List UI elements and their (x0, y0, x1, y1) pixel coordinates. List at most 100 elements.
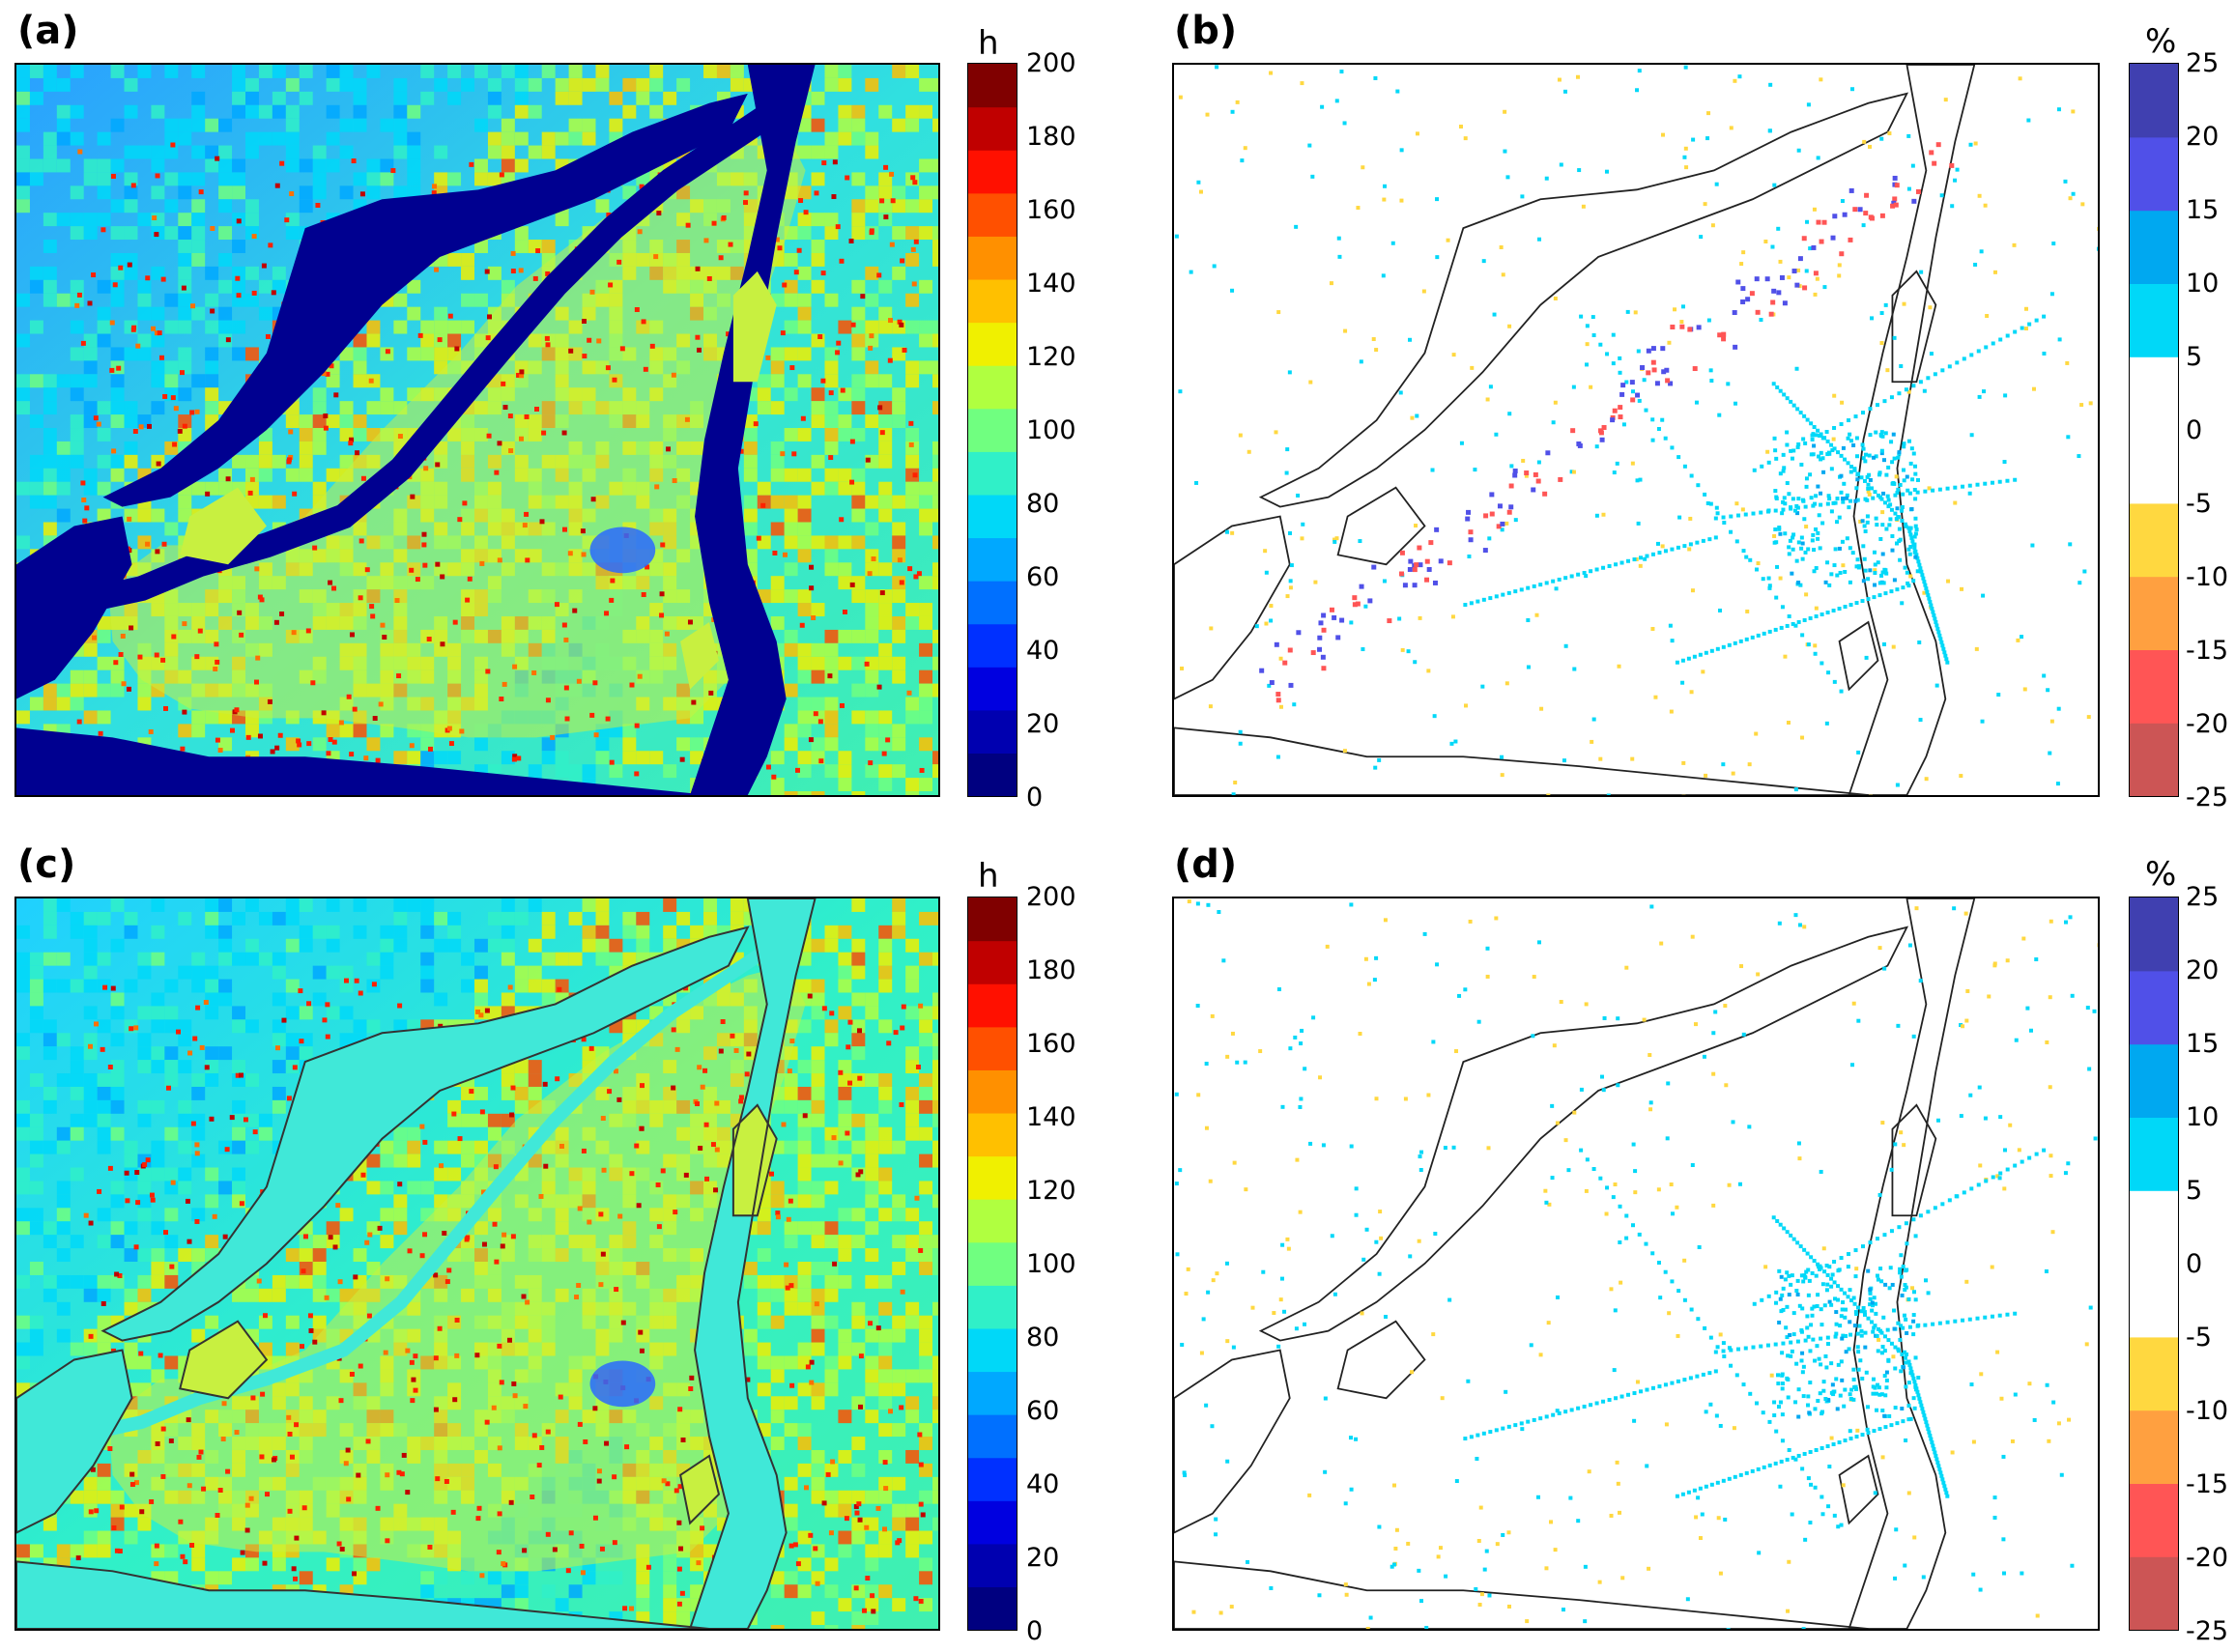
colorbar-c-tick-label: 20 (1026, 1543, 1060, 1573)
colorbar-c-band (968, 897, 1017, 942)
colorbar-b-tick-label: 20 (2186, 122, 2220, 152)
colorbar-c-band (968, 1414, 1017, 1459)
map-a-island (107, 131, 806, 738)
map-a-mountain (589, 527, 656, 574)
colorbar-c-bands (968, 897, 1017, 1630)
colorbar-a-band (968, 192, 1017, 237)
colorbar-d-band (2130, 1556, 2178, 1630)
colorbar-b-band (2130, 210, 2178, 284)
colorbar-a-tick-label: 60 (1026, 562, 1060, 592)
colorbar-b-band (2130, 576, 2178, 650)
colorbar-a-tick-label: 40 (1026, 636, 1060, 666)
colorbar-d-tick-label: -10 (2186, 1396, 2229, 1426)
colorbar-a-tick-label: 160 (1026, 195, 1076, 225)
colorbar-a-tick-label: 180 (1026, 122, 1076, 152)
colorbar-c-band (968, 1069, 1017, 1114)
colorbar-c-tick-label: 200 (1026, 882, 1076, 912)
map-a-water (16, 65, 816, 795)
colorbar-b-tick-label: 10 (2186, 269, 2220, 299)
colorbar-a-tick-label: 120 (1026, 342, 1076, 372)
colorbar-d-band (2130, 1483, 2178, 1557)
colorbar-d-band (2130, 1264, 2178, 1338)
colorbar-c-band (968, 1112, 1017, 1157)
map-c-shoreline (16, 898, 817, 1629)
colorbar-d-band (2130, 897, 2178, 972)
map-b-difference-pixels (1174, 65, 2098, 795)
colorbar-b-band (2130, 356, 2178, 431)
map-b (1172, 63, 2100, 797)
colorbar-a-band (968, 278, 1017, 324)
colorbar-a-band (968, 753, 1017, 796)
colorbar-d-tick-label: 15 (2186, 1029, 2220, 1059)
colorbar-c-tick-label: 160 (1026, 1029, 1076, 1059)
colorbar-b-tick-label: -15 (2186, 636, 2229, 666)
map-d-canvas (1174, 898, 2098, 1629)
colorbar-b-tick-label: 5 (2186, 342, 2203, 372)
colorbar-c-band (968, 1327, 1017, 1373)
colorbar-d-tick-label: 10 (2186, 1102, 2220, 1132)
colorbar-c-tick-label: 120 (1026, 1176, 1076, 1206)
colorbar-d-tick-label: 5 (2186, 1176, 2203, 1206)
colorbar-c-band (968, 1026, 1017, 1070)
panel-label-a: (a) (17, 9, 79, 53)
colorbar-a-tick-label: 200 (1026, 48, 1076, 78)
colorbar-d-band (2130, 1043, 2178, 1118)
colorbar-c-tick-label: 40 (1026, 1469, 1060, 1499)
colorbar-a (967, 63, 1017, 797)
map-c (14, 897, 940, 1631)
map-d-shoreline (1174, 898, 1976, 1629)
colorbar-a-band (968, 408, 1017, 452)
colorbar-a-tick-label: 20 (1026, 709, 1060, 739)
colorbar-a-unit: h (978, 24, 999, 63)
colorbar-b-tick-label: -20 (2186, 709, 2229, 739)
colorbar-a-bands (968, 64, 1017, 796)
map-a-canvas (16, 65, 938, 795)
colorbar-a-tick-label: 100 (1026, 415, 1076, 445)
colorbar-c-band (968, 1543, 1017, 1588)
colorbar-b-band (2130, 283, 2178, 357)
colorbar-c-tick-label: 180 (1026, 955, 1076, 985)
colorbar-c-tick-label: 60 (1026, 1396, 1060, 1426)
colorbar-a-tick-label: 0 (1026, 783, 1044, 812)
colorbar-b-unit: % (2145, 22, 2177, 61)
colorbar-b-tick-label: -25 (2186, 783, 2229, 812)
colorbar-c-band (968, 1371, 1017, 1415)
colorbar-b-tick-label: -10 (2186, 562, 2229, 592)
map-d-background (1174, 898, 2098, 1629)
colorbar-c-band (968, 1199, 1017, 1243)
colorbar-a-band (968, 581, 1017, 625)
colorbar-a-band (968, 365, 1017, 410)
colorbar-a-band (968, 537, 1017, 582)
colorbar-c-band (968, 983, 1017, 1028)
colorbar-a-band (968, 106, 1017, 151)
colorbar-c (967, 897, 1017, 1631)
colorbar-d-tick-label: 0 (2186, 1249, 2203, 1279)
colorbar-a-band (968, 709, 1017, 755)
map-c-mountain (589, 1360, 656, 1408)
colorbar-c-band (968, 1155, 1017, 1200)
colorbar-b-bands (2130, 64, 2178, 796)
colorbar-a-band (968, 451, 1017, 496)
colorbar-d-band (2130, 1410, 2178, 1484)
colorbar-a-band (968, 494, 1017, 539)
colorbar-a-tick-label: 80 (1026, 489, 1060, 519)
panel-label-b: (b) (1174, 9, 1238, 53)
colorbar-d (2129, 897, 2179, 1631)
colorbar-b-tick-label: -5 (2186, 489, 2212, 519)
map-b-background (1174, 65, 2098, 795)
colorbar-a-band (968, 150, 1017, 194)
map-b-canvas (1174, 65, 2098, 795)
colorbar-b-band (2130, 502, 2178, 578)
colorbar-d-tick-label: 25 (2186, 882, 2220, 912)
colorbar-d-tick-label: -15 (2186, 1469, 2229, 1499)
colorbar-d-band (2130, 1336, 2178, 1411)
panel-label-c: (c) (17, 842, 76, 887)
colorbar-c-tick-label: 100 (1026, 1249, 1076, 1279)
colorbar-d-band (2130, 1117, 2178, 1191)
colorbar-a-band (968, 623, 1017, 668)
colorbar-c-band (968, 1586, 1017, 1630)
colorbar-c-band (968, 1500, 1017, 1545)
map-d-difference-pixels (1174, 899, 2098, 1629)
colorbar-a-band (968, 64, 1017, 108)
colorbar-d-tick-label: 20 (2186, 955, 2220, 985)
